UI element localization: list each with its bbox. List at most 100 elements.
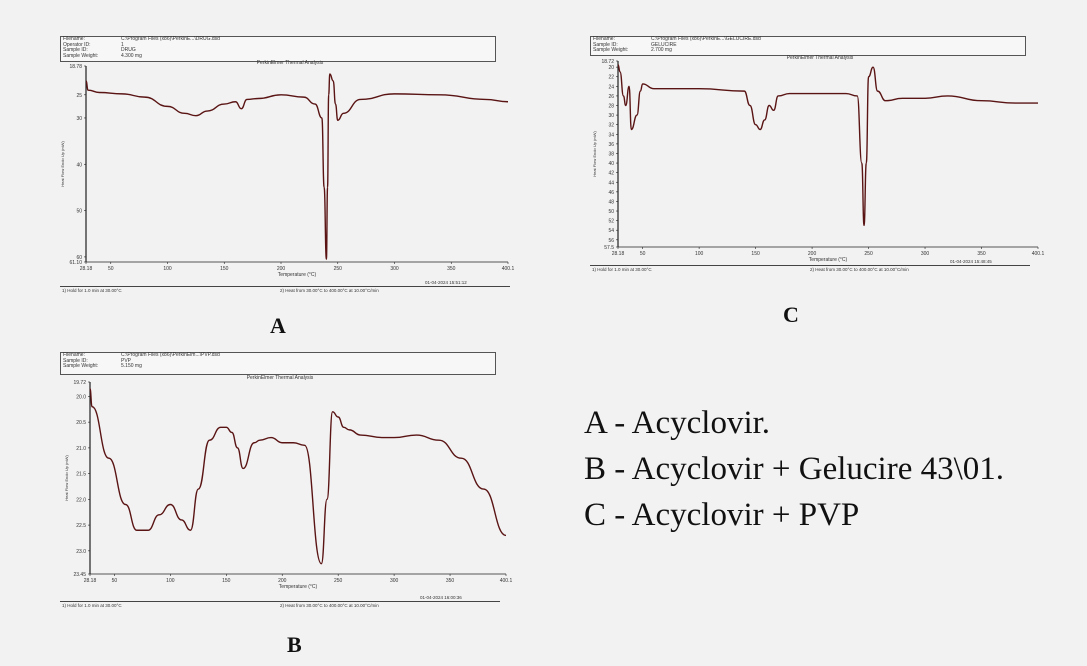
x-axis-label: Temperature (°C) bbox=[278, 272, 317, 278]
y-tick-label: 34 bbox=[608, 132, 614, 138]
y-tick-label: 61.10 bbox=[69, 260, 82, 266]
series-line bbox=[617, 64, 1038, 227]
chart-title: PerkinElmer Thermal Analysis bbox=[256, 60, 324, 66]
header-row: Filename: C:\Program Files (x86)\PerkinE.… bbox=[63, 36, 220, 42]
y-tick-label: 50 bbox=[76, 209, 82, 215]
y-tick-label: 56 bbox=[608, 238, 614, 244]
x-tick-label: 250 bbox=[864, 251, 873, 257]
x-tick-label: 400.1 bbox=[500, 578, 513, 584]
x-tick-label: 50 bbox=[640, 251, 646, 257]
y-tick-label: 18.78 bbox=[69, 64, 82, 70]
header-row: Sample Weight: 5.150 mg bbox=[63, 363, 142, 369]
y-tick-label: 30 bbox=[76, 116, 82, 122]
y-tick-label: 32 bbox=[608, 123, 614, 129]
header-row: Filename: C:\Program Files (x86)\PerkinEl… bbox=[63, 352, 220, 358]
y-tick-label: 40 bbox=[608, 161, 614, 167]
panel-letter-c: C bbox=[783, 302, 799, 327]
footer-step1: 1) Hold for 1.0 min at 30.00°C bbox=[62, 603, 122, 608]
y-tick-label: 18.72 bbox=[601, 59, 614, 65]
x-tick-label: 200 bbox=[278, 578, 287, 584]
legend-c: C - Acyclovir + PVP bbox=[584, 497, 860, 533]
y-tick-label: 44 bbox=[608, 180, 614, 186]
x-tick-label: 28.18 bbox=[84, 578, 97, 584]
footer-step1: 1) Hold for 1.0 min at 30.00°C bbox=[62, 288, 122, 293]
y-tick-label: 46 bbox=[608, 190, 614, 196]
x-tick-label: 28.18 bbox=[612, 251, 625, 257]
y-tick-label: 38 bbox=[608, 151, 614, 157]
x-tick-label: 150 bbox=[220, 266, 229, 272]
y-tick-label: 20.0 bbox=[76, 394, 86, 400]
x-tick-label: 400.1 bbox=[502, 266, 515, 272]
x-tick-label: 150 bbox=[222, 578, 231, 584]
y-tick-label: 20.5 bbox=[76, 420, 86, 426]
y-tick-label: 22.5 bbox=[76, 523, 86, 529]
y-tick-label: 54 bbox=[608, 228, 614, 234]
chart-date: 01-04-2024 15:51:12 bbox=[425, 280, 467, 285]
header-row: Sample ID: GELUCIRE bbox=[593, 41, 677, 48]
chart-b: 19.72 20.0 20.5 21.0 21.5 22.0 22.5 23.0 23.4528… bbox=[64, 380, 513, 590]
header-row: Sample Weight: 2.700 mg bbox=[593, 47, 672, 53]
header-row: Sample Weight: 4.300 mg bbox=[63, 52, 142, 59]
y-tick-label: 57.5 bbox=[604, 245, 614, 251]
chart-date: 01-04-2024 16:00:36 bbox=[420, 595, 462, 600]
y-tick-label: 22.0 bbox=[76, 497, 86, 503]
y-tick-label: 20 bbox=[608, 65, 614, 71]
y-tick-label: 60 bbox=[76, 255, 82, 261]
y-tick-label: 19.72 bbox=[73, 380, 86, 386]
chart-footer: 1) Hold for 1.0 min at 30.00°C 2) Heat f… bbox=[60, 601, 500, 609]
y-tick-label: 21.5 bbox=[76, 472, 86, 478]
x-tick-label: 100 bbox=[695, 251, 704, 257]
chart-footer: 1) Hold for 1.0 min at 30.00°C 2) Heat f… bbox=[590, 265, 1030, 273]
legend-a: A - Acyclovir. bbox=[584, 405, 771, 441]
x-tick-label: 100 bbox=[166, 578, 175, 584]
x-tick-label: 350 bbox=[977, 251, 986, 257]
header-row: Sample ID: PVP bbox=[63, 357, 132, 364]
y-tick-label: 36 bbox=[608, 142, 614, 148]
y-axis-label: Heat Flow Endo Up (mW) bbox=[60, 141, 65, 187]
y-tick-label: 23.45 bbox=[73, 572, 86, 578]
y-tick-label: 30 bbox=[608, 113, 614, 119]
footer-step2: 2) Heat from 30.00°C to 400.00°C at 10.0… bbox=[280, 288, 379, 293]
x-tick-label: 300 bbox=[390, 266, 399, 272]
y-tick-label: 50 bbox=[608, 209, 614, 215]
header-row: Sample ID: DRUG bbox=[63, 47, 136, 53]
legend: A - Acyclovir. B - Acyclovir + Gelucire … bbox=[584, 400, 1004, 538]
y-tick-label: 23.0 bbox=[76, 549, 86, 555]
x-tick-label: 28.18 bbox=[80, 266, 93, 272]
x-tick-label: 300 bbox=[390, 578, 399, 584]
y-tick-label: 40 bbox=[76, 162, 82, 168]
panel-c-header: Filename: C:\Program Files (x86)\PerkinE.… bbox=[590, 36, 1026, 56]
y-tick-label: 48 bbox=[608, 199, 614, 205]
panel-b-header: Filename: C:\Program Files (x86)\PerkinEl… bbox=[60, 352, 496, 375]
x-tick-label: 50 bbox=[108, 266, 114, 272]
chart-date: 01-04-2024 15:48:45 bbox=[950, 259, 992, 264]
series-line bbox=[89, 387, 507, 565]
x-tick-label: 250 bbox=[334, 578, 343, 584]
panel-a-header: Filename: C:\Program Files (x86)\PerkinE.… bbox=[60, 36, 496, 62]
x-tick-label: 150 bbox=[751, 251, 760, 257]
footer-step2: 2) Heat from 30.00°C to 400.00°C at 10.0… bbox=[280, 603, 379, 608]
header-row: Filename: C:\Program Files (x86)\PerkinE.… bbox=[593, 36, 761, 42]
panel-letter-b: B bbox=[287, 632, 302, 657]
x-tick-label: 200 bbox=[277, 266, 286, 272]
y-tick-label: 25 bbox=[76, 93, 82, 99]
y-tick-label: 28 bbox=[608, 104, 614, 110]
y-tick-label: 26 bbox=[608, 94, 614, 100]
x-tick-label: 400.1 bbox=[1032, 251, 1045, 257]
chart-title: PerkinElmer Thermal Analysis bbox=[246, 375, 314, 381]
x-tick-label: 300 bbox=[921, 251, 930, 257]
x-tick-label: 250 bbox=[334, 266, 343, 272]
x-tick-label: 350 bbox=[446, 578, 455, 584]
x-axis-label: Temperature (°C) bbox=[809, 257, 848, 263]
y-axis-label: Heat Flow Endo Up (mW) bbox=[64, 455, 69, 501]
series-line bbox=[85, 73, 509, 260]
y-tick-label: 24 bbox=[608, 84, 614, 90]
chart-title: PerkinElmer Thermal Analysis bbox=[786, 55, 854, 61]
y-tick-label: 21.0 bbox=[76, 446, 86, 452]
y-tick-label: 42 bbox=[608, 171, 614, 177]
y-axis-label: Heat Flow Endo Up (mW) bbox=[592, 131, 597, 177]
x-tick-label: 350 bbox=[447, 266, 456, 272]
footer-step1: 1) Hold for 1.0 min at 30.00°C bbox=[592, 267, 652, 272]
